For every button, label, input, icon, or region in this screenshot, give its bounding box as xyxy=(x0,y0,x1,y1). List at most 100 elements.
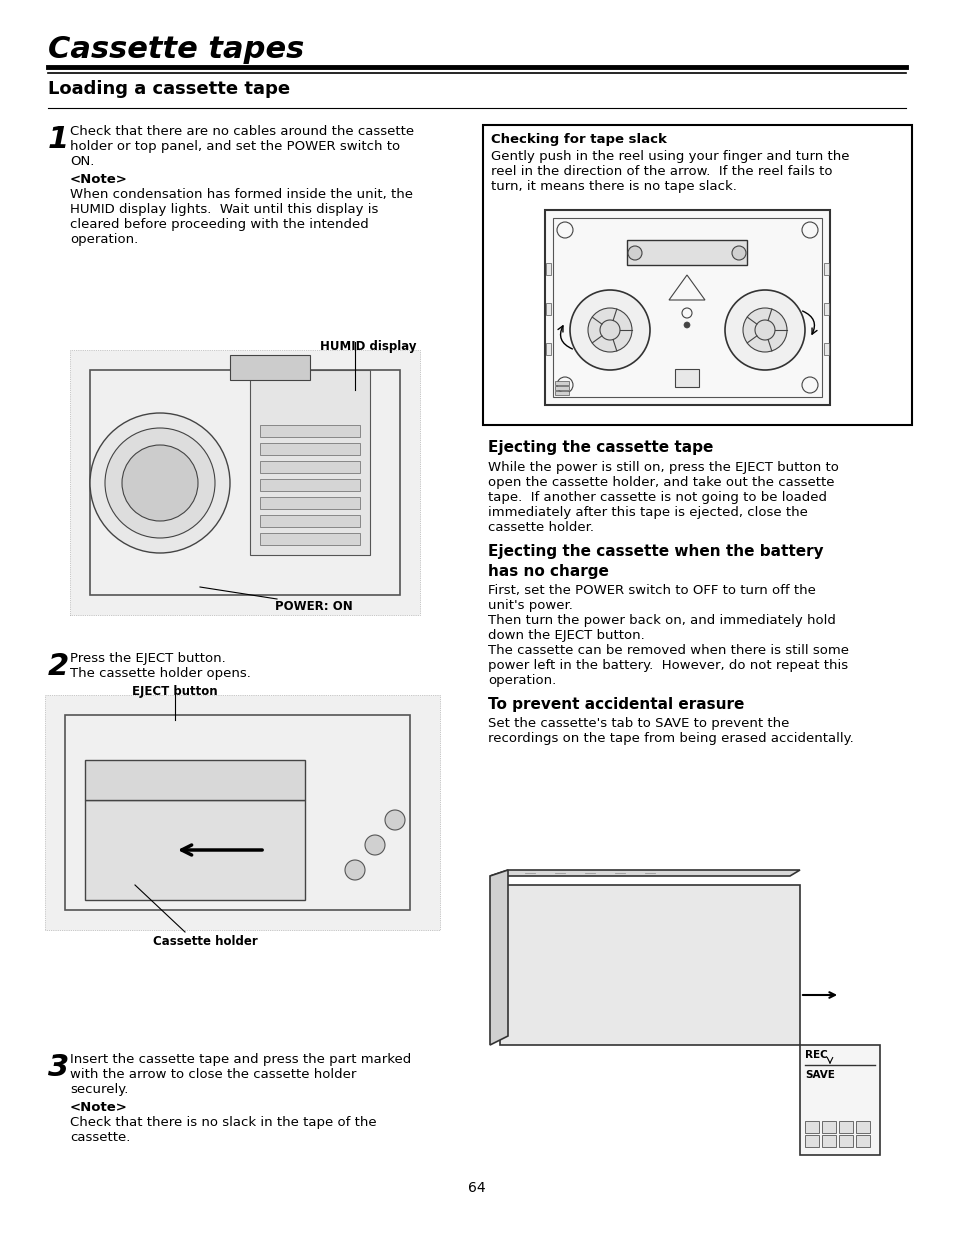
Bar xyxy=(499,885,800,1045)
Text: The cassette holder opens.: The cassette holder opens. xyxy=(70,667,251,680)
Circle shape xyxy=(731,246,745,261)
Circle shape xyxy=(627,246,641,261)
Text: power left in the battery.  However, do not repeat this: power left in the battery. However, do n… xyxy=(488,659,847,672)
Text: 64: 64 xyxy=(468,1181,485,1195)
Text: 2: 2 xyxy=(48,652,70,680)
Text: When condensation has formed inside the unit, the: When condensation has formed inside the … xyxy=(70,188,413,201)
Bar xyxy=(823,343,828,354)
Text: turn, it means there is no tape slack.: turn, it means there is no tape slack. xyxy=(491,180,736,193)
Bar xyxy=(555,391,568,395)
Polygon shape xyxy=(490,869,507,1045)
Text: Check that there are no cables around the cassette: Check that there are no cables around th… xyxy=(70,125,414,138)
Text: unit's power.: unit's power. xyxy=(488,599,572,613)
Text: Cassette holder: Cassette holder xyxy=(152,935,257,948)
Bar xyxy=(545,263,551,275)
Text: tape.  If another cassette is not going to be loaded: tape. If another cassette is not going t… xyxy=(488,492,826,504)
Bar xyxy=(626,240,746,266)
Bar xyxy=(260,479,359,492)
Circle shape xyxy=(365,835,385,855)
Circle shape xyxy=(105,429,214,538)
Bar xyxy=(545,303,551,315)
Text: HUMID display: HUMID display xyxy=(319,340,416,353)
Circle shape xyxy=(724,290,804,370)
Bar xyxy=(65,715,410,910)
Text: holder or top panel, and set the POWER switch to: holder or top panel, and set the POWER s… xyxy=(70,140,399,153)
Bar xyxy=(45,695,439,930)
Text: Press the EJECT button.: Press the EJECT button. xyxy=(70,652,226,664)
Text: cassette holder.: cassette holder. xyxy=(488,521,594,534)
Bar xyxy=(482,125,911,425)
Bar xyxy=(250,370,370,555)
Bar xyxy=(804,1135,818,1147)
Text: Check that there is no slack in the tape of the: Check that there is no slack in the tape… xyxy=(70,1116,376,1129)
Bar xyxy=(544,210,829,405)
Text: Insert the cassette tape and press the part marked: Insert the cassette tape and press the p… xyxy=(70,1053,411,1066)
Text: ON.: ON. xyxy=(70,156,94,168)
Bar xyxy=(800,1045,879,1155)
Bar xyxy=(260,534,359,545)
Bar xyxy=(855,1135,869,1147)
Text: First, set the POWER switch to OFF to turn off the: First, set the POWER switch to OFF to tu… xyxy=(488,584,815,597)
Bar xyxy=(260,515,359,527)
Circle shape xyxy=(801,377,817,393)
Text: has no charge: has no charge xyxy=(488,564,608,579)
Text: HUMID display lights.  Wait until this display is: HUMID display lights. Wait until this di… xyxy=(70,203,378,216)
Text: The cassette can be removed when there is still some: The cassette can be removed when there i… xyxy=(488,643,848,657)
Bar xyxy=(855,1121,869,1132)
Circle shape xyxy=(385,810,405,830)
Circle shape xyxy=(754,320,774,340)
Text: open the cassette holder, and take out the cassette: open the cassette holder, and take out t… xyxy=(488,475,834,489)
Bar xyxy=(823,303,828,315)
Text: cleared before proceeding with the intended: cleared before proceeding with the inten… xyxy=(70,219,369,231)
Text: recordings on the tape from being erased accidentally.: recordings on the tape from being erased… xyxy=(488,732,853,745)
Bar xyxy=(838,1135,852,1147)
Bar xyxy=(85,760,305,800)
Text: <Note>: <Note> xyxy=(70,1100,128,1114)
Bar xyxy=(821,1135,835,1147)
Bar xyxy=(260,425,359,437)
Bar xyxy=(555,382,568,385)
Text: To prevent accidental erasure: To prevent accidental erasure xyxy=(488,697,743,713)
Bar xyxy=(230,354,310,380)
Text: cassette.: cassette. xyxy=(70,1131,131,1144)
Bar xyxy=(260,496,359,509)
Bar xyxy=(804,1121,818,1132)
Circle shape xyxy=(742,308,786,352)
Text: 3: 3 xyxy=(48,1053,70,1082)
Text: SAVE: SAVE xyxy=(804,1070,834,1079)
Text: Checking for tape slack: Checking for tape slack xyxy=(491,133,666,146)
Bar xyxy=(823,263,828,275)
Circle shape xyxy=(683,322,689,329)
Bar xyxy=(260,443,359,454)
Text: Cassette tapes: Cassette tapes xyxy=(48,35,304,64)
Text: operation.: operation. xyxy=(70,233,138,246)
Bar xyxy=(555,387,568,390)
Text: immediately after this tape is ejected, close the: immediately after this tape is ejected, … xyxy=(488,506,807,519)
Text: POWER: ON: POWER: ON xyxy=(274,600,353,613)
Circle shape xyxy=(599,320,619,340)
Text: <Note>: <Note> xyxy=(70,173,128,186)
Bar xyxy=(821,1121,835,1132)
Text: Ejecting the cassette tape: Ejecting the cassette tape xyxy=(488,440,713,454)
Text: REC: REC xyxy=(804,1050,827,1060)
Text: with the arrow to close the cassette holder: with the arrow to close the cassette hol… xyxy=(70,1068,356,1081)
Polygon shape xyxy=(490,869,800,876)
Bar xyxy=(838,1121,852,1132)
Bar xyxy=(260,461,359,473)
Circle shape xyxy=(569,290,649,370)
Text: EJECT button: EJECT button xyxy=(132,685,217,698)
Text: operation.: operation. xyxy=(488,674,556,687)
Text: reel in the direction of the arrow.  If the reel fails to: reel in the direction of the arrow. If t… xyxy=(491,165,832,178)
Circle shape xyxy=(90,412,230,553)
Text: While the power is still on, press the EJECT button to: While the power is still on, press the E… xyxy=(488,461,838,474)
Bar xyxy=(545,343,551,354)
Circle shape xyxy=(557,377,573,393)
Bar xyxy=(70,350,419,615)
Text: down the EJECT button.: down the EJECT button. xyxy=(488,629,644,642)
Text: Ejecting the cassette when the battery: Ejecting the cassette when the battery xyxy=(488,543,822,559)
Circle shape xyxy=(345,860,365,881)
Bar xyxy=(90,370,399,595)
Circle shape xyxy=(557,222,573,238)
Bar xyxy=(553,219,821,396)
Circle shape xyxy=(801,222,817,238)
